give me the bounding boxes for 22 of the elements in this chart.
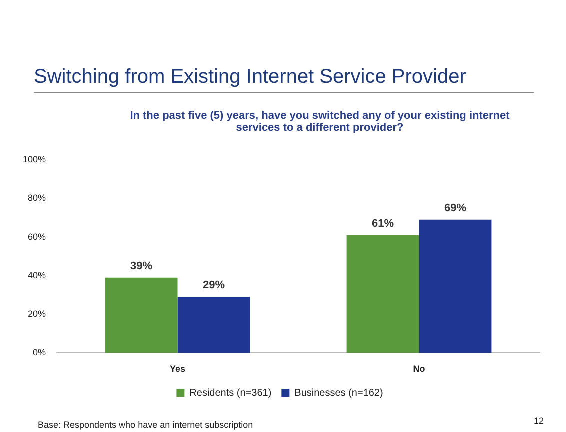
y-tick-label: 60%: [28, 232, 46, 242]
data-label: 29%: [202, 280, 226, 292]
legend-label: Businesses (n=162): [294, 388, 384, 399]
bar: [105, 278, 178, 354]
text: Base: Respondents who have an internet subscription: [38, 420, 254, 430]
data-label: 61%: [372, 218, 394, 230]
y-tick-label: 20%: [28, 309, 46, 320]
x-tick-label: No: [413, 364, 426, 374]
y-tick-label: 100%: [22, 154, 46, 164]
text: 12: [534, 416, 544, 426]
bar: [419, 220, 492, 354]
chart-title: Switching from Existing Internet Service Provider: [34, 66, 534, 93]
bar: [178, 297, 250, 354]
chart-subtitle: In the past five (5) years, have you switched any of your existing internet services to a different provider?: [129, 110, 511, 134]
legend-label: Residents (n=361): [190, 388, 272, 399]
y-tick-label: 80%: [28, 193, 46, 204]
x-tick-label: Yes: [170, 364, 186, 374]
data-label: 69%: [444, 202, 467, 214]
y-tick-label: 0%: [33, 348, 46, 358]
data-label: 39%: [130, 260, 153, 272]
y-tick-label: 40%: [28, 270, 46, 280]
bar: [346, 235, 420, 354]
